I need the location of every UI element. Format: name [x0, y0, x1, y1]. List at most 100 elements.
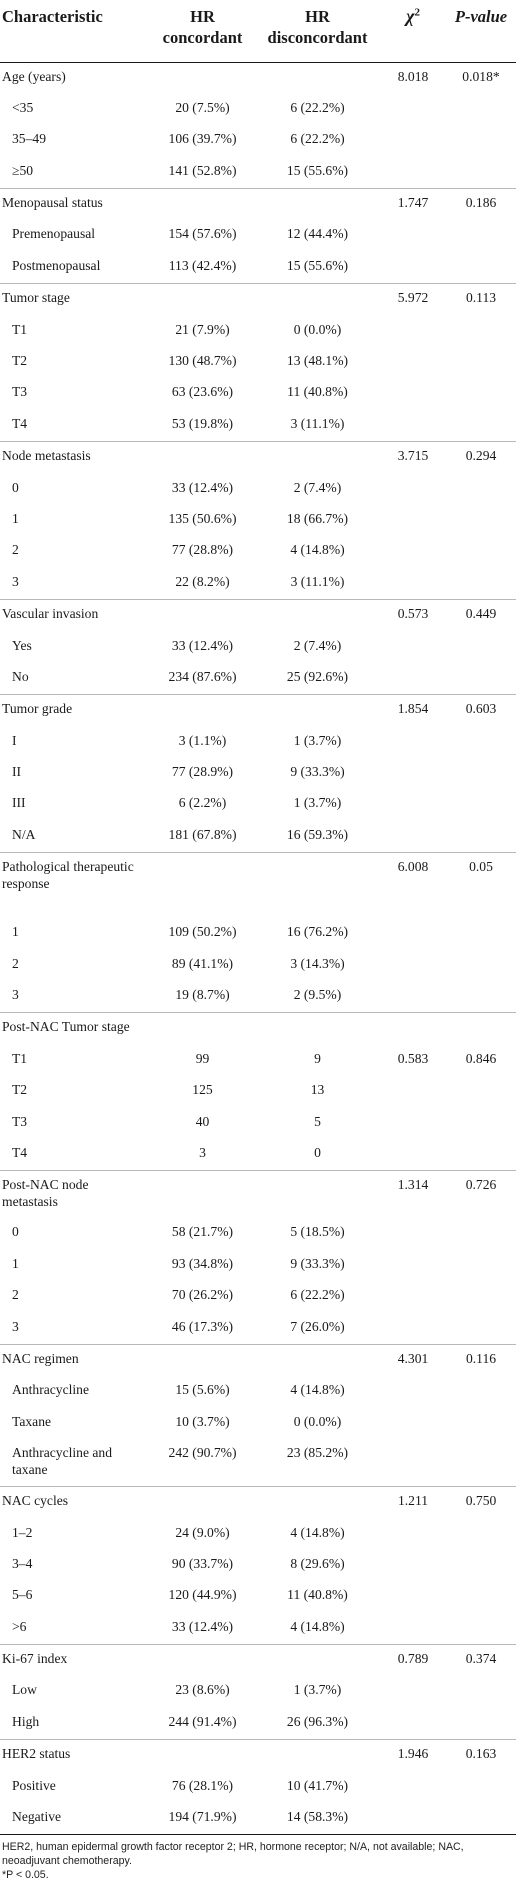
- cell-chi-square: 3.715: [380, 441, 446, 474]
- table-row: T3 63 (23.6%) 11 (40.8%): [0, 378, 516, 409]
- cell-p-value: [446, 378, 516, 409]
- cell-hr-concordant: 40: [195, 1113, 210, 1129]
- cell-p-value: [446, 789, 516, 820]
- cell-hr-concordant: 33 (12.4%): [171, 479, 234, 495]
- cell-hr-concordant: 15 (5.6%): [175, 1382, 230, 1398]
- cell-hr-disconcordant: 4 (14.8%): [290, 1618, 345, 1634]
- cell-hr-concordant: [150, 441, 255, 474]
- cell-p-value: [446, 316, 516, 347]
- cell-hr-disconcordant: [255, 283, 380, 316]
- cell-p-value: 0.726: [446, 1170, 516, 1219]
- cell-hr-disconcordant: 9: [314, 1050, 321, 1066]
- cell-hr-disconcordant: 16 (76.2%): [286, 924, 349, 940]
- cell-characteristic: Vascular invasion: [0, 599, 150, 632]
- cell-hr-concordant: 24 (9.0%): [175, 1524, 230, 1540]
- cell-hr-concordant: 99: [195, 1050, 210, 1066]
- table-row: Yes 33 (12.4%) 2 (7.4%): [0, 632, 516, 663]
- cell-hr-concordant: 22 (8.2%): [175, 573, 230, 589]
- cell-chi-square: [380, 1772, 446, 1803]
- cell-chi-square: [380, 1012, 446, 1045]
- cell-p-value: [446, 474, 516, 505]
- table-footnote: HER2, human epidermal growth factor rece…: [0, 1835, 516, 1882]
- cell-characteristic: Post-NAC node metastasis: [0, 1170, 150, 1219]
- cell-characteristic: Yes: [12, 637, 32, 653]
- table-row-group: Post-NAC Tumor stage: [0, 1012, 516, 1045]
- cell-hr-concordant: 46 (17.3%): [171, 1318, 234, 1334]
- cell-hr-disconcordant: 3 (11.1%): [290, 573, 345, 589]
- cell-p-value: [446, 1281, 516, 1312]
- table-row-group: Ki-67 index 0.789 0.374: [0, 1644, 516, 1677]
- cell-characteristic: III: [12, 795, 26, 811]
- cell-hr-concordant: 58 (21.7%): [171, 1224, 234, 1240]
- cell-hr-disconcordant: [255, 1170, 380, 1219]
- cell-hr-disconcordant: 3 (14.3%): [290, 955, 345, 971]
- cell-characteristic: 2: [12, 542, 19, 558]
- header-characteristic: Characteristic: [0, 0, 150, 63]
- header-p-value: P-value: [446, 0, 516, 63]
- cell-hr-disconcordant: 23 (85.2%): [286, 1445, 349, 1461]
- table-row: 1 93 (34.8%) 9 (33.3%): [0, 1250, 516, 1281]
- cell-p-value: [446, 252, 516, 284]
- table-row: T2 130 (48.7%) 13 (48.1%): [0, 347, 516, 378]
- cell-characteristic: 1: [12, 510, 19, 526]
- cell-characteristic: T4: [12, 1145, 28, 1160]
- cell-hr-concordant: 70 (26.2%): [171, 1287, 234, 1303]
- cell-chi-square: [380, 347, 446, 378]
- table-row: 0 58 (21.7%) 5 (18.5%): [0, 1218, 516, 1249]
- cell-p-value: [446, 1772, 516, 1803]
- cell-p-value: [446, 94, 516, 125]
- table-row: Anthracycline and taxane 242 (90.7%) 23 (8…: [0, 1439, 516, 1487]
- cell-p-value: [446, 950, 516, 981]
- table-row: No 234 (87.6%) 25 (92.6%): [0, 663, 516, 695]
- chi-symbol: χ: [406, 6, 415, 26]
- table-row: T1 99 9 0.583 0.846: [0, 1045, 516, 1076]
- table-row: >6 33 (12.4%) 4 (14.8%): [0, 1613, 516, 1645]
- cell-chi-square: [380, 316, 446, 347]
- cell-hr-disconcordant: 13 (48.1%): [286, 353, 349, 369]
- table-row: <35 20 (7.5%) 6 (22.2%): [0, 94, 516, 125]
- cell-chi-square: [380, 1076, 446, 1107]
- table-row-group: Node metastasis 3.715 0.294: [0, 441, 516, 474]
- cell-chi-square: 5.972: [380, 283, 446, 316]
- cell-hr-concordant: 33 (12.4%): [171, 1618, 234, 1634]
- cell-hr-disconcordant: 4 (14.8%): [290, 542, 345, 558]
- cell-p-value: 0.018*: [462, 68, 500, 84]
- table-row: T1 21 (7.9%) 0 (0.0%): [0, 316, 516, 347]
- cell-p-value: 0.186: [446, 188, 516, 221]
- cell-hr-disconcordant: 6 (22.2%): [290, 131, 345, 147]
- cell-chi-square: 0.789: [380, 1644, 446, 1677]
- cell-characteristic: Age (years): [2, 68, 66, 84]
- cell-p-value: [446, 1250, 516, 1281]
- cell-p-value: 0.294: [446, 441, 516, 474]
- cell-chi-square: 1.314: [380, 1170, 446, 1219]
- cell-p-value: 0.116: [446, 1343, 516, 1377]
- cell-p-value: [446, 505, 516, 536]
- cell-hr-concordant: 3: [199, 1145, 206, 1160]
- cell-chi-square: 0.583: [397, 1050, 429, 1066]
- table-row: 3–4 90 (33.7%) 8 (29.6%): [0, 1550, 516, 1581]
- cell-chi-square: [380, 378, 446, 409]
- cell-p-value: 0.374: [446, 1644, 516, 1677]
- cell-chi-square: [380, 1108, 446, 1139]
- cell-hr-disconcordant: [255, 852, 380, 919]
- table-row: 2 70 (26.2%) 6 (22.2%): [0, 1281, 516, 1312]
- cell-hr-concordant: 234 (87.6%): [168, 668, 237, 684]
- cell-hr-disconcordant: 4 (14.8%): [290, 1382, 345, 1398]
- cell-chi-square: [380, 410, 446, 442]
- cell-hr-disconcordant: [255, 188, 380, 221]
- cell-hr-concordant: 33 (12.4%): [171, 637, 234, 653]
- cell-characteristic: Ki-67 index: [0, 1644, 150, 1677]
- table-body: Age (years) 8.018 0.018* <35 20 (7.5%) 6 (22.…: [0, 62, 516, 1836]
- cell-hr-disconcordant: 15 (55.6%): [286, 257, 349, 273]
- cell-p-value: [446, 663, 516, 695]
- cell-hr-disconcordant: 2 (7.4%): [293, 479, 342, 495]
- cell-hr-disconcordant: [255, 1343, 380, 1377]
- table-row: 3 19 (8.7%) 2 (9.5%): [0, 981, 516, 1013]
- cell-p-value: [446, 536, 516, 567]
- table-row: Low 23 (8.6%) 1 (3.7%): [0, 1676, 516, 1707]
- cell-p-value: [446, 125, 516, 156]
- cell-chi-square: [380, 252, 446, 284]
- cell-p-value: 0.449: [446, 599, 516, 632]
- cell-hr-disconcordant: [255, 441, 380, 474]
- cell-characteristic: Positive: [12, 1777, 56, 1793]
